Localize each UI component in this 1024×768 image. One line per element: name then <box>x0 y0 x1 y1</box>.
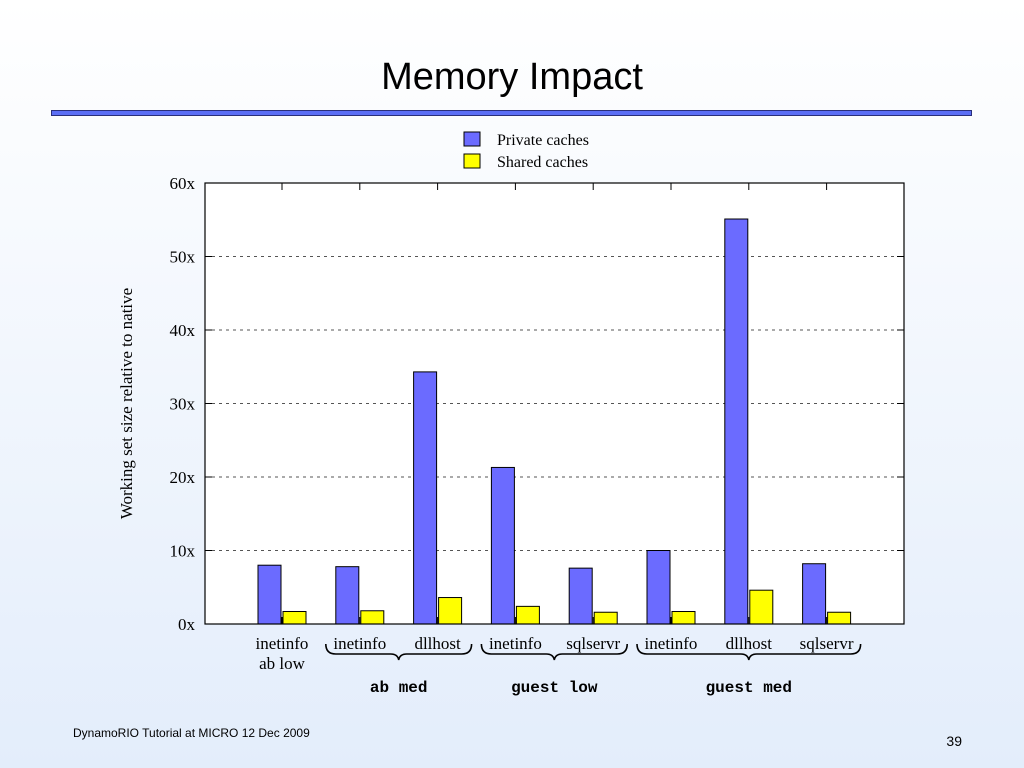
bar-shared-caches <box>438 597 463 625</box>
x-tick-label: inetinfo <box>489 634 542 653</box>
y-tick-label: 20x <box>170 468 196 487</box>
bar-private-caches <box>568 567 593 625</box>
title-rule <box>51 110 972 116</box>
y-tick-label: 50x <box>170 248 196 267</box>
bar-private-caches <box>802 563 827 625</box>
page-number: 39 <box>946 733 962 749</box>
bar-shared-caches <box>671 611 696 625</box>
y-tick-label: 0x <box>178 615 196 634</box>
memory-impact-chart: 0x 10x 20x 30x 40x 50x 60x Working set size rel… <box>117 131 905 697</box>
y-tick-label: 30x <box>170 395 196 414</box>
x-tick-label: dllhost <box>414 634 461 653</box>
bar-private-caches <box>646 550 671 625</box>
group-brace <box>325 643 473 661</box>
group-label: guest low <box>511 679 598 697</box>
bar-private-caches <box>335 566 360 625</box>
x-tick-label: sqlservr <box>800 634 854 653</box>
x-tick-label: inetinfo <box>256 634 309 653</box>
bar-shared-caches <box>360 610 385 625</box>
legend-label-private: Private caches <box>497 132 589 149</box>
slide-title: Memory Impact <box>381 56 643 98</box>
x-tick-label: inetinfo <box>645 634 698 653</box>
legend-label-shared: Shared caches <box>497 154 588 171</box>
footer-text: DynamoRIO Tutorial at MICRO 12 Dec 2009 <box>73 726 310 740</box>
y-axis-label: Working set size relative to native <box>117 288 136 519</box>
group-label: ab med <box>370 679 428 697</box>
bar-shared-caches <box>593 611 618 625</box>
x-tick-label: sqlservr <box>566 634 620 653</box>
x-tick-label: ab low <box>259 654 306 673</box>
bar-private-caches <box>257 564 282 625</box>
group-label: guest med <box>706 679 792 697</box>
bar-private-caches <box>490 466 515 625</box>
x-tick-label: inetinfo <box>333 634 386 653</box>
bar-shared-caches <box>827 611 852 625</box>
plot-frame <box>204 182 905 625</box>
bar-private-caches <box>413 371 438 625</box>
y-tick-label: 40x <box>170 321 196 340</box>
y-tick-label: 60x <box>170 174 196 193</box>
bar-private-caches <box>724 218 749 625</box>
group-brace <box>480 643 628 661</box>
legend-swatch-shared <box>463 153 481 169</box>
x-tick-label: dllhost <box>726 634 773 653</box>
legend-swatch-private <box>463 131 481 147</box>
y-tick-label: 10x <box>170 542 196 561</box>
bar-shared-caches <box>515 605 540 625</box>
bar-shared-caches <box>749 589 774 625</box>
bar-shared-caches <box>282 611 307 625</box>
plot-area <box>205 183 904 624</box>
group-brace <box>636 643 862 661</box>
